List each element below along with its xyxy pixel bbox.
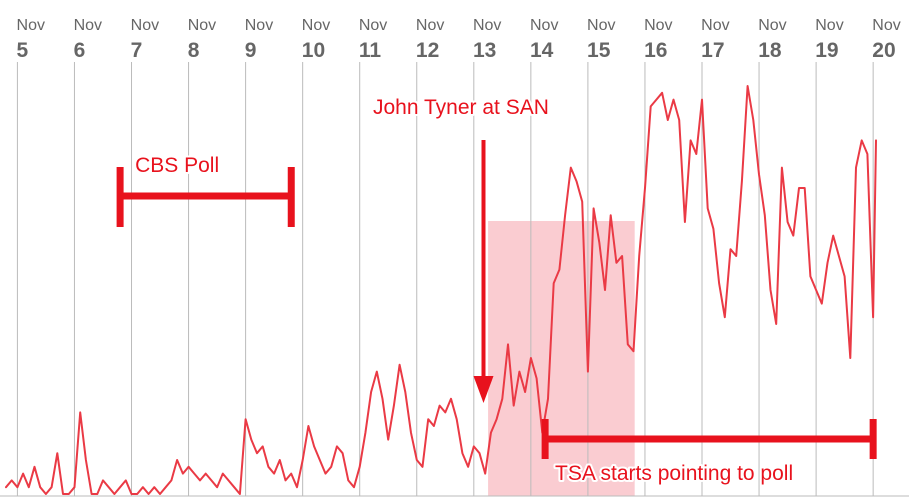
tick-month-20: Nov xyxy=(872,17,900,34)
tick-day-6: 6 xyxy=(74,39,86,62)
tick-day-8: 8 xyxy=(188,39,200,62)
series-line-0 xyxy=(5,85,877,495)
tick-day-20: 20 xyxy=(872,39,895,62)
tick-day-5: 5 xyxy=(17,39,29,62)
cbs-poll-label: CBS Poll xyxy=(135,154,219,177)
tick-month-9: Nov xyxy=(245,17,273,34)
tick-month-6: Nov xyxy=(74,17,102,34)
tick-month-5: Nov xyxy=(17,17,45,34)
tick-month-7: Nov xyxy=(131,17,159,34)
tick-day-9: 9 xyxy=(245,39,257,62)
tsa-label: TSA starts pointing to poll xyxy=(555,462,793,485)
tick-day-19: 19 xyxy=(815,39,838,62)
tick-month-8: Nov xyxy=(188,17,216,34)
tick-day-18: 18 xyxy=(758,39,782,62)
tyner-label: John Tyner at SAN xyxy=(373,96,549,119)
tick-month-18: Nov xyxy=(758,17,786,34)
highlight-region xyxy=(488,221,635,496)
tick-month-14: Nov xyxy=(530,17,558,34)
tick-month-19: Nov xyxy=(815,17,843,34)
tick-month-12: Nov xyxy=(416,17,444,34)
tick-day-15: 15 xyxy=(587,39,611,62)
tick-day-13: 13 xyxy=(473,39,496,62)
tick-day-7: 7 xyxy=(131,39,143,62)
tick-month-10: Nov xyxy=(302,17,330,34)
tick-month-11: Nov xyxy=(359,17,387,34)
tick-month-13: Nov xyxy=(473,17,501,34)
tick-day-17: 17 xyxy=(701,39,724,62)
tick-day-12: 12 xyxy=(416,39,439,62)
tick-day-14: 14 xyxy=(530,39,554,62)
tick-day-11: 11 xyxy=(359,39,382,62)
tick-month-15: Nov xyxy=(587,17,615,34)
tick-month-17: Nov xyxy=(701,17,729,34)
tick-day-16: 16 xyxy=(644,39,667,62)
tick-day-10: 10 xyxy=(302,39,325,62)
tick-month-16: Nov xyxy=(644,17,672,34)
tyner-arrow-head xyxy=(473,376,494,403)
